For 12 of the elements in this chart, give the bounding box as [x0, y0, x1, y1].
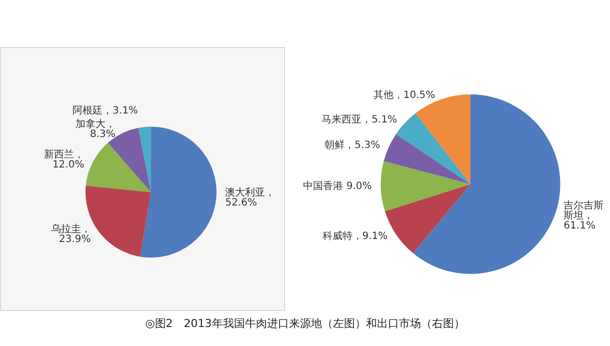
slice-label: 朝鲜，5.3%: [324, 138, 380, 151]
slice-label: 新西兰，12.0%: [44, 148, 84, 171]
slice-label: 其他，10.5%: [373, 88, 436, 101]
slice-label: 加拿大，8.3%: [75, 118, 116, 140]
text: ◎图2 2013年我国牛肉进口来源地（左图）和出口市场（右图）: [144, 316, 466, 331]
slice-label: 吉尔吉斯斯坦，61.1%: [564, 200, 604, 232]
slice-label: 马来西亚，5.1%: [322, 114, 398, 126]
slice-label: 乌拉圭，23.9%: [50, 222, 91, 245]
slice-label: 澳大利亚，52.6%: [225, 186, 276, 208]
slice-label: 科威特，9.1%: [322, 230, 388, 242]
slice-label: 阿根廷，3.1%: [72, 104, 138, 116]
slice-label: 中国香港 9.0%: [303, 180, 372, 192]
